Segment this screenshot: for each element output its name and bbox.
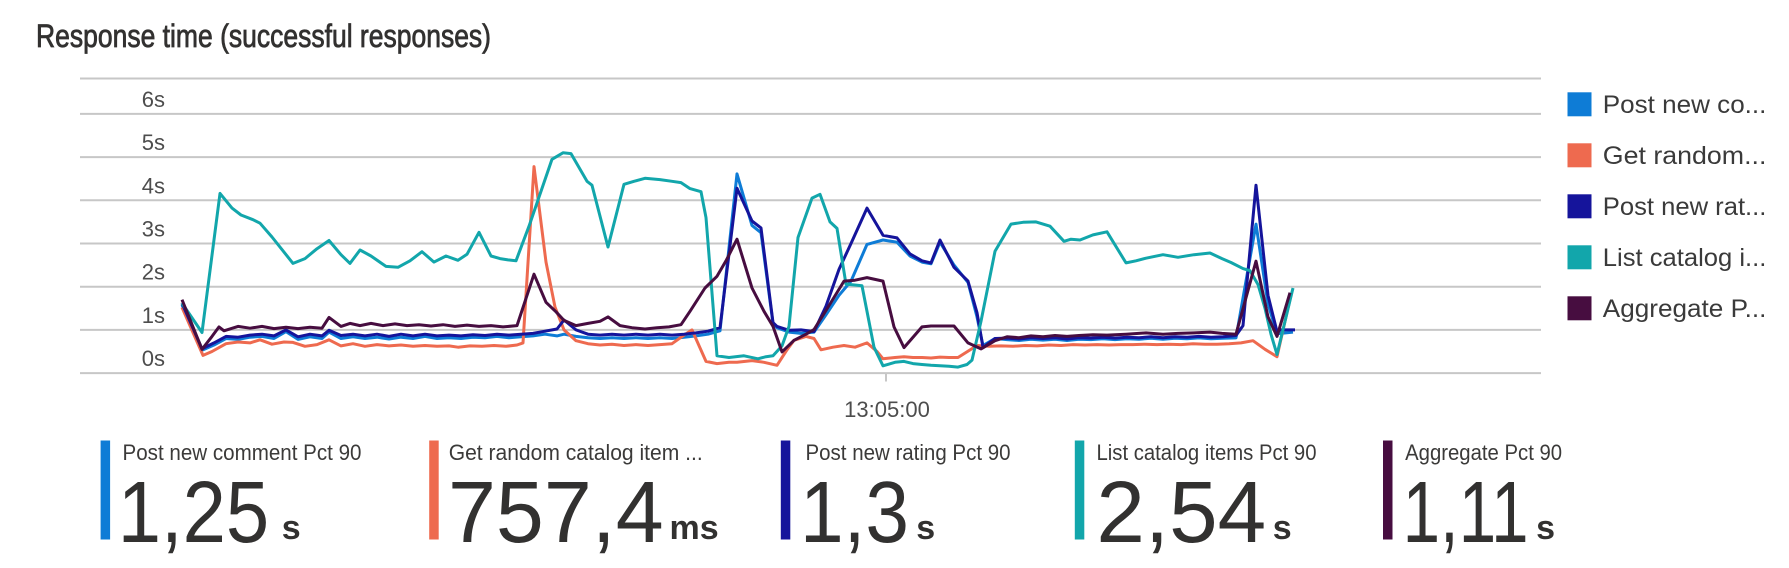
svg-text:5s: 5s bbox=[142, 130, 165, 155]
svg-text:6s: 6s bbox=[142, 87, 165, 112]
svg-text:Post new comment Pct 90: Post new comment Pct 90 bbox=[123, 440, 362, 465]
svg-text:1,11: 1,11 bbox=[1403, 464, 1529, 561]
svg-text:2,54: 2,54 bbox=[1096, 464, 1266, 561]
svg-text:List catalog i...: List catalog i... bbox=[1603, 244, 1767, 272]
svg-text:Post new rat...: Post new rat... bbox=[1603, 193, 1767, 221]
svg-text:Aggregate Pct 90: Aggregate Pct 90 bbox=[1405, 440, 1562, 465]
svg-text:Post new rating Pct 90: Post new rating Pct 90 bbox=[806, 440, 1011, 465]
svg-text:s: s bbox=[1536, 509, 1555, 547]
svg-text:s: s bbox=[1273, 509, 1292, 547]
svg-text:s: s bbox=[282, 509, 301, 547]
svg-text:1,3: 1,3 bbox=[800, 464, 909, 561]
svg-text:Aggregate P...: Aggregate P... bbox=[1603, 295, 1767, 323]
svg-text:757,4: 757,4 bbox=[448, 464, 664, 561]
svg-text:1,25: 1,25 bbox=[118, 464, 270, 561]
svg-text:s: s bbox=[916, 509, 935, 547]
svg-text:Get random catalog item ...: Get random catalog item ... bbox=[449, 440, 703, 465]
svg-text:Response time (successful resp: Response time (successful responses) bbox=[36, 18, 491, 54]
svg-text:ms: ms bbox=[670, 509, 719, 547]
svg-text:1s: 1s bbox=[142, 303, 165, 328]
svg-text:Post new co...: Post new co... bbox=[1603, 91, 1767, 119]
svg-text:4s: 4s bbox=[142, 173, 165, 198]
svg-text:List catalog items Pct 90: List catalog items Pct 90 bbox=[1097, 440, 1317, 465]
svg-text:0s: 0s bbox=[142, 346, 165, 371]
svg-text:Get random...: Get random... bbox=[1603, 142, 1767, 170]
svg-text:2s: 2s bbox=[142, 260, 165, 285]
svg-text:13:05:00: 13:05:00 bbox=[844, 397, 930, 422]
svg-text:3s: 3s bbox=[142, 217, 165, 242]
